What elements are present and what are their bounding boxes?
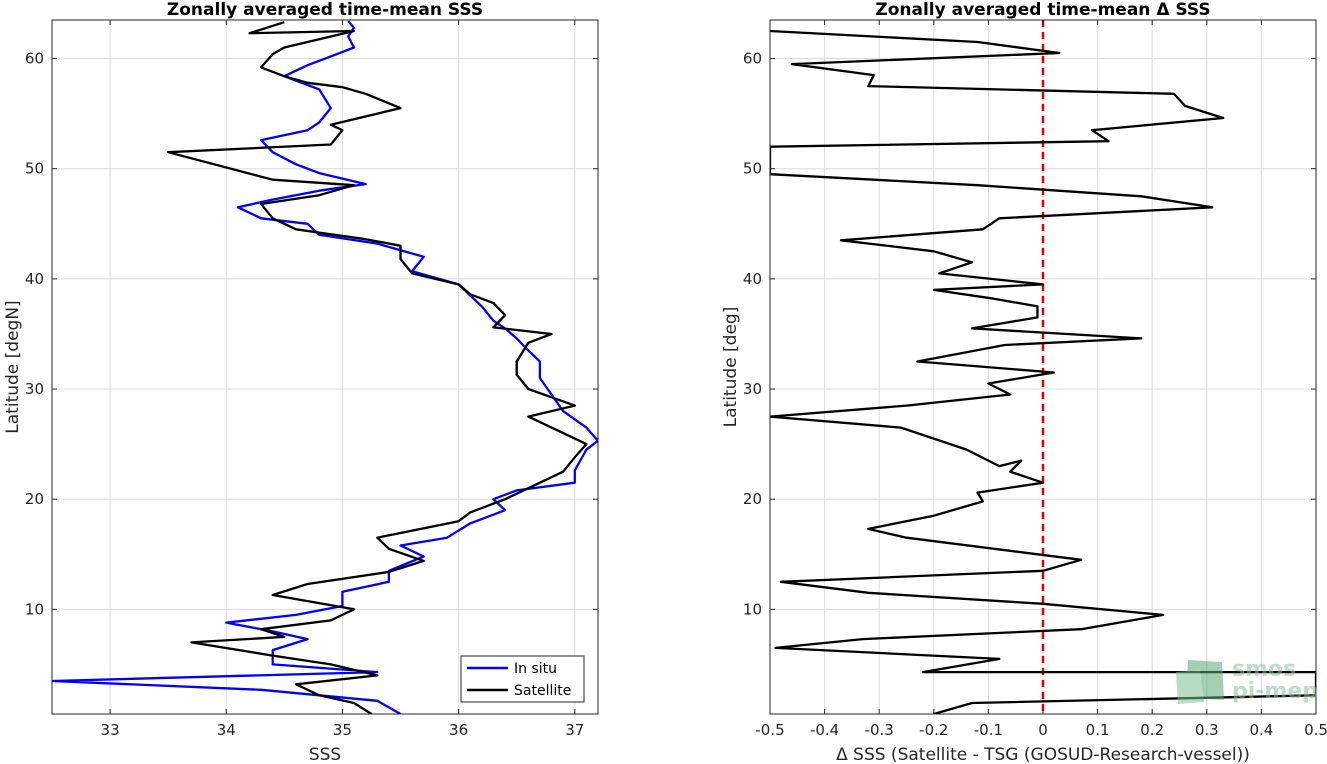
left-y-tick-label: 20 bbox=[25, 490, 44, 508]
right-y-tick-label: 60 bbox=[743, 50, 762, 68]
right-chart-title: Zonally averaged time-mean Δ SSS bbox=[875, 0, 1210, 20]
left-chart: 33 34 35 36 37 10 20 30 40 50 60 Zonally averaged t… bbox=[3, 0, 599, 764]
watermark-line1: smos bbox=[1232, 657, 1296, 682]
right-y-axis-label: Latitude [deg] bbox=[721, 307, 741, 428]
legend-label-satellite: Satellite bbox=[514, 683, 571, 699]
left-x-tick-label: 34 bbox=[217, 721, 236, 739]
left-chart-title: Zonally averaged time-mean SSS bbox=[167, 0, 483, 20]
left-series-satellite bbox=[167, 21, 588, 714]
right-x-tick-label: 0.5 bbox=[1304, 721, 1327, 739]
right-x-tick-label: -0.1 bbox=[974, 721, 1003, 739]
left-plot-area bbox=[52, 20, 598, 714]
left-series-in-situ bbox=[52, 20, 598, 714]
right-y-tick-label: 50 bbox=[743, 160, 762, 178]
left-y-tick-label: 30 bbox=[25, 380, 44, 398]
left-x-tick-label: 35 bbox=[333, 721, 352, 739]
right-x-tick-label: -0.5 bbox=[755, 721, 784, 739]
right-x-tick-label: 0.3 bbox=[1195, 721, 1219, 739]
right-y-tick-label: 20 bbox=[743, 490, 762, 508]
left-y-axis-label: Latitude [degN] bbox=[3, 300, 23, 433]
left-y-tick-label: 10 bbox=[25, 600, 44, 618]
legend-label-in-situ: In situ bbox=[514, 661, 557, 677]
right-x-tick-label: 0.4 bbox=[1249, 721, 1273, 739]
right-y-tick-label: 40 bbox=[743, 270, 762, 288]
right-x-tick-label: 0.2 bbox=[1140, 721, 1164, 739]
right-y-tick-label: 30 bbox=[743, 380, 762, 398]
right-series-line bbox=[770, 29, 1316, 714]
left-x-tick-label: 36 bbox=[449, 721, 468, 739]
watermark-line2: pi-mep bbox=[1232, 679, 1318, 704]
left-y-tick-label: 60 bbox=[25, 50, 44, 68]
left-x-axis-label: SSS bbox=[309, 745, 341, 764]
right-x-tick-label: -0.2 bbox=[919, 721, 948, 739]
legend-box bbox=[460, 655, 585, 703]
watermark-logo: smos pi-mep bbox=[1176, 657, 1318, 704]
left-x-tick-label: 33 bbox=[101, 721, 120, 739]
right-x-tick-label: -0.3 bbox=[865, 721, 894, 739]
right-x-axis-label: Δ SSS (Satellite - TSG (GOSUD-Research-v… bbox=[836, 745, 1250, 764]
left-y-tick-label: 50 bbox=[25, 160, 44, 178]
right-chart: -0.5 -0.4 -0.3 -0.2 -0.1 0 0.1 0.2 0.3 0.4 0.5 10 20… bbox=[721, 0, 1327, 764]
legend: In situ Satellite bbox=[460, 655, 585, 703]
right-x-tick-label: 0.1 bbox=[1086, 721, 1110, 739]
right-y-tick-label: 10 bbox=[743, 600, 762, 618]
left-x-tick-label: 37 bbox=[565, 721, 584, 739]
right-x-tick-label: 0 bbox=[1038, 721, 1048, 739]
left-axes-frame bbox=[51, 19, 599, 715]
left-y-tick-label: 40 bbox=[25, 270, 44, 288]
right-x-tick-label: -0.4 bbox=[810, 721, 839, 739]
